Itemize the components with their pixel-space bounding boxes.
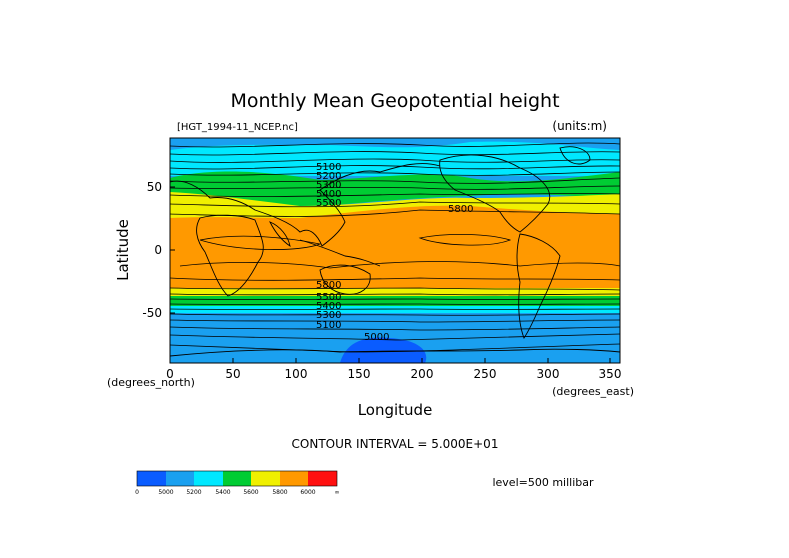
contour-label: 5400	[316, 301, 341, 312]
map-panel: 5100 5200 5300 5400 5500 5800 5800 5500 …	[169, 137, 621, 364]
coast-se-asia	[299, 239, 381, 267]
band-deep-blue-antarctic	[340, 337, 427, 363]
contour-labels: 5100 5200 5300 5400 5500 5800 5800 5500 …	[316, 162, 473, 343]
legend-swatch	[223, 471, 251, 486]
legend-label: 6000	[300, 489, 315, 496]
legend-swatch	[194, 471, 223, 486]
contour-label: 5800	[448, 204, 473, 215]
legend-label: 0	[135, 489, 139, 496]
x-tick-label: 350	[599, 367, 622, 381]
coast-australia	[319, 264, 371, 295]
x-tick-label: 100	[285, 367, 308, 381]
contour-label: 5800	[316, 280, 341, 291]
file-label: [HGT_1994-11_NCEP.nc]	[177, 122, 298, 133]
coastlines	[170, 146, 620, 357]
x-tick-label: 300	[537, 367, 560, 381]
legend-frame	[136, 470, 338, 487]
contour-label: 5100	[316, 162, 341, 173]
contour-label: 5300	[316, 180, 341, 191]
contour-label: 5400	[316, 189, 341, 200]
contour-label: 5100	[316, 320, 341, 331]
units-label: (units:m)	[552, 119, 607, 133]
coast-greenland	[559, 146, 591, 165]
contour-interval-text: CONTOUR INTERVAL = 5.000E+01	[292, 437, 499, 451]
contour-label: 5200	[316, 171, 341, 182]
x-tick-label: 250	[474, 367, 497, 381]
coast-africa	[196, 214, 264, 297]
coast-europe-asia	[170, 163, 441, 247]
x-tick-labels: 0 50 100 150 200 250 300 350	[166, 367, 621, 381]
band-orange-tropics	[170, 205, 620, 291]
y-axis-label: Latitude	[114, 219, 132, 281]
coast-india	[269, 221, 291, 247]
legend-swatch	[166, 471, 194, 486]
y-axis-unit-label: (degrees_north)	[107, 376, 195, 389]
x-tick-label: 50	[225, 367, 240, 381]
y-tick-label: 0	[154, 243, 162, 257]
y-tick-label: -50	[142, 306, 162, 320]
legend-label: 5800	[272, 489, 287, 496]
band-cyan-south	[170, 306, 620, 314]
axis-ticks	[169, 186, 611, 363]
legend-label: 5600	[243, 489, 258, 496]
legend-label: 5400	[215, 489, 230, 496]
legend-swatch	[251, 471, 280, 486]
x-axis-label: Longitude	[358, 401, 433, 419]
x-tick-label: 150	[348, 367, 371, 381]
legend-label: 5000	[158, 489, 173, 496]
contour-label: 5000	[364, 332, 389, 343]
coast-antarctica	[170, 348, 620, 357]
contour-label: 5500	[316, 198, 341, 209]
color-legend: 0 5000 5200 5400 5600 5800 6000 ∞	[135, 470, 340, 496]
map-title: Monthly Mean Geopotential height	[230, 90, 559, 112]
legend-swatch	[280, 471, 308, 486]
legend-swatch	[137, 471, 166, 486]
x-axis-unit-label: (degrees_east)	[552, 385, 634, 398]
coast-south-america	[516, 233, 561, 339]
legend-swatch	[308, 471, 337, 486]
legend-label: 5200	[186, 489, 201, 496]
level-text: level=500 millibar	[492, 476, 594, 489]
contour-label: 5300	[316, 310, 341, 321]
contour-label: 5500	[316, 292, 341, 303]
coast-north-america	[439, 154, 551, 233]
legend-label: ∞	[335, 489, 340, 496]
contour-lines	[170, 142, 620, 353]
band-yellow-south	[170, 288, 620, 298]
x-tick-label: 0	[166, 367, 174, 381]
y-tick-label: 50	[147, 180, 162, 194]
x-tick-label: 200	[411, 367, 434, 381]
band-green-north	[170, 171, 620, 208]
